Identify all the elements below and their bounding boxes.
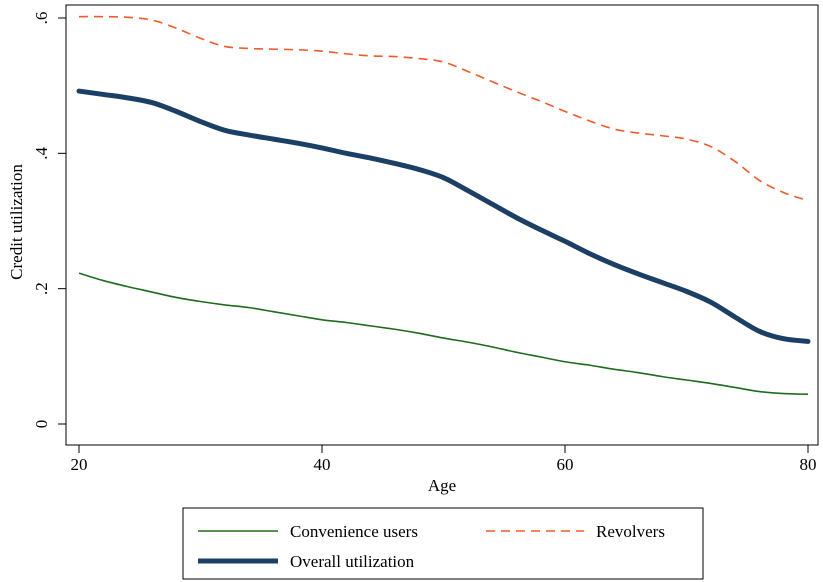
plot-area [65,4,819,446]
series-line-revolvers [78,15,809,202]
y-axis-title: Credit utilization [7,164,26,280]
x-axis: 20 40 60 80 [71,445,817,474]
x-tick-label: 40 [314,455,331,474]
legend: Convenience users Revolvers Overall util… [182,507,704,580]
x-tick-label: 80 [800,455,817,474]
y-axis: 0 .2 .4 .6 [32,12,66,429]
plot-frame [65,4,819,446]
series-line-convenience-users [78,272,809,396]
y-tick-label: .2 [32,282,51,295]
legend-label-revolvers: Revolvers [596,522,665,541]
y-tick-label: 0 [32,420,51,429]
x-tick-label: 20 [71,455,88,474]
x-tick-label: 60 [557,455,574,474]
y-tick-label: .4 [32,146,51,159]
legend-box [182,507,704,580]
series-layer [76,15,811,396]
x-axis-title: Age [428,476,456,495]
legend-label-overall-utilization: Overall utilization [290,552,415,571]
legend-label-convenience-users: Convenience users [290,522,418,541]
y-tick-label: .6 [32,12,51,25]
series-line-overall-utilization [76,88,811,344]
